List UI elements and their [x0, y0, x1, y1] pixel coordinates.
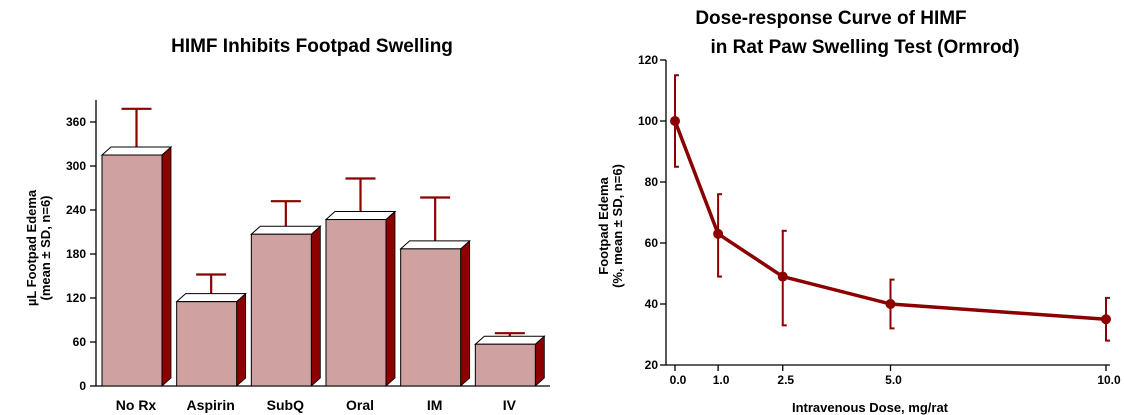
line-x-tick-label: 0.0	[670, 373, 687, 387]
line-y-label-line1: Footpad Edema	[596, 176, 611, 274]
bar	[474, 343, 536, 387]
line-point	[885, 299, 896, 309]
bar-y-tick-label: 60	[73, 335, 87, 349]
bar-y-tick-label: 360	[66, 115, 86, 129]
line-chart-title-line1: Dose-response Curve of HIMF	[695, 8, 966, 29]
bar-category-label: IM	[427, 397, 443, 413]
bar-category-label: IV	[503, 397, 517, 413]
bar-chart: HIMF Inhibits Footpad Swelling µL Footpa…	[24, 36, 550, 413]
bar-chart-title: HIMF Inhibits Footpad Swelling	[171, 36, 453, 57]
bar-y-tick-label: 0	[79, 379, 86, 393]
line-x-label: Intravenous Dose, mg/rat	[792, 400, 949, 415]
line-x-tick-label: 10.0	[1097, 373, 1121, 387]
bar	[400, 248, 462, 387]
line-y-label-line2: (%, mean ± SD, n=6)	[610, 164, 625, 288]
line-y-tick-label: 80	[645, 175, 659, 189]
line-point	[777, 271, 788, 282]
bar	[176, 301, 238, 387]
bar-y-tick-label: 300	[66, 159, 86, 173]
bar-y-tick-label: 240	[66, 203, 86, 217]
bar-category-label: No Rx	[116, 397, 157, 413]
line-y-tick-label: 20	[645, 358, 659, 372]
line-x-tick-label: 5.0	[885, 373, 902, 387]
bar	[325, 219, 387, 387]
line-point	[670, 116, 680, 126]
bar-y-label-line2: (mean ± SD, n=6)	[38, 195, 53, 300]
bar-category-label: SubQ	[267, 397, 304, 413]
bar-y-tick-label: 120	[66, 291, 86, 305]
line-x-tick-label: 2.5	[777, 373, 794, 387]
line-x-tick-label: 1.0	[713, 373, 730, 387]
bar-y-tick-label: 180	[66, 247, 86, 261]
line-chart-title-line2: in Rat Paw Swelling Test (Ormrod)	[711, 37, 1020, 58]
bar	[250, 233, 312, 387]
bar-category-label: Aspirin	[187, 397, 235, 413]
line-point	[713, 228, 724, 239]
line-y-tick-label: 100	[638, 114, 658, 128]
bar-y-label-line1: µL Footpad Edema	[24, 189, 39, 306]
line-point	[1101, 314, 1111, 325]
bar	[101, 154, 163, 387]
line-y-tick-label: 40	[645, 297, 659, 311]
line-y-tick-label: 60	[645, 236, 659, 250]
bar-category-label: Oral	[346, 397, 374, 413]
line-y-tick-label: 120	[638, 53, 658, 67]
